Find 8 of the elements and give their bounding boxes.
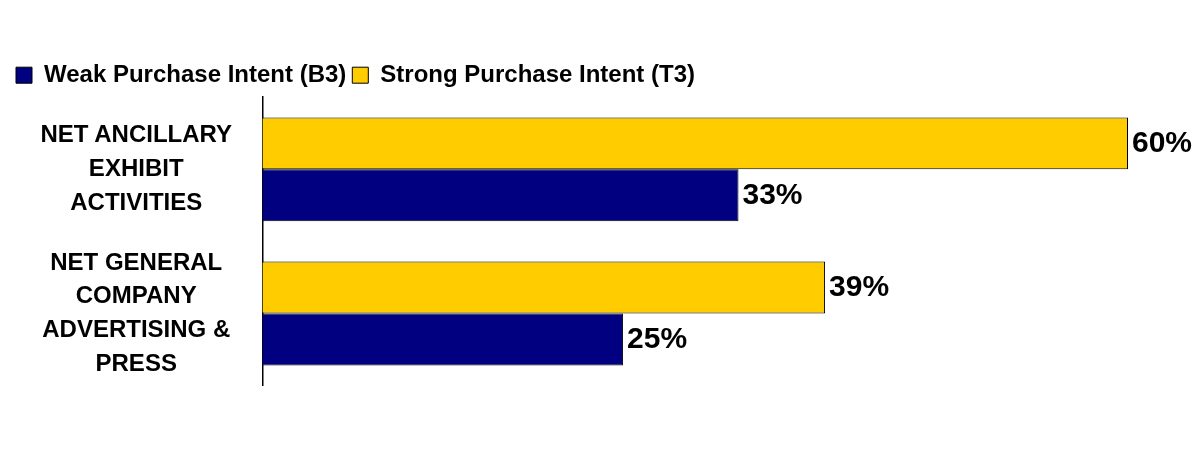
- legend-label: Weak Purchase Intent (B3): [44, 59, 347, 87]
- y-tick-label: NET ANCILLARY EXHIBIT ACTIVITIES: [40, 120, 232, 215]
- data-label: 39%: [829, 268, 890, 302]
- data-label: 33%: [742, 176, 803, 210]
- data-label: 60%: [1132, 124, 1193, 158]
- legend-label: Strong Purchase Intent (T3): [380, 59, 696, 87]
- data-label: 25%: [627, 320, 688, 354]
- y-tick-label: NET GENERAL COMPANY ADVERTISING & PRESS: [42, 247, 231, 376]
